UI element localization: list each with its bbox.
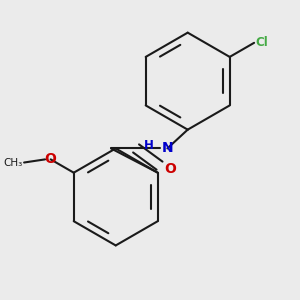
Text: O: O — [164, 162, 176, 176]
Text: N: N — [161, 141, 173, 155]
Text: O: O — [45, 152, 57, 167]
Text: H: H — [143, 140, 153, 152]
Text: CH₃: CH₃ — [3, 158, 22, 167]
Text: Cl: Cl — [256, 36, 268, 49]
